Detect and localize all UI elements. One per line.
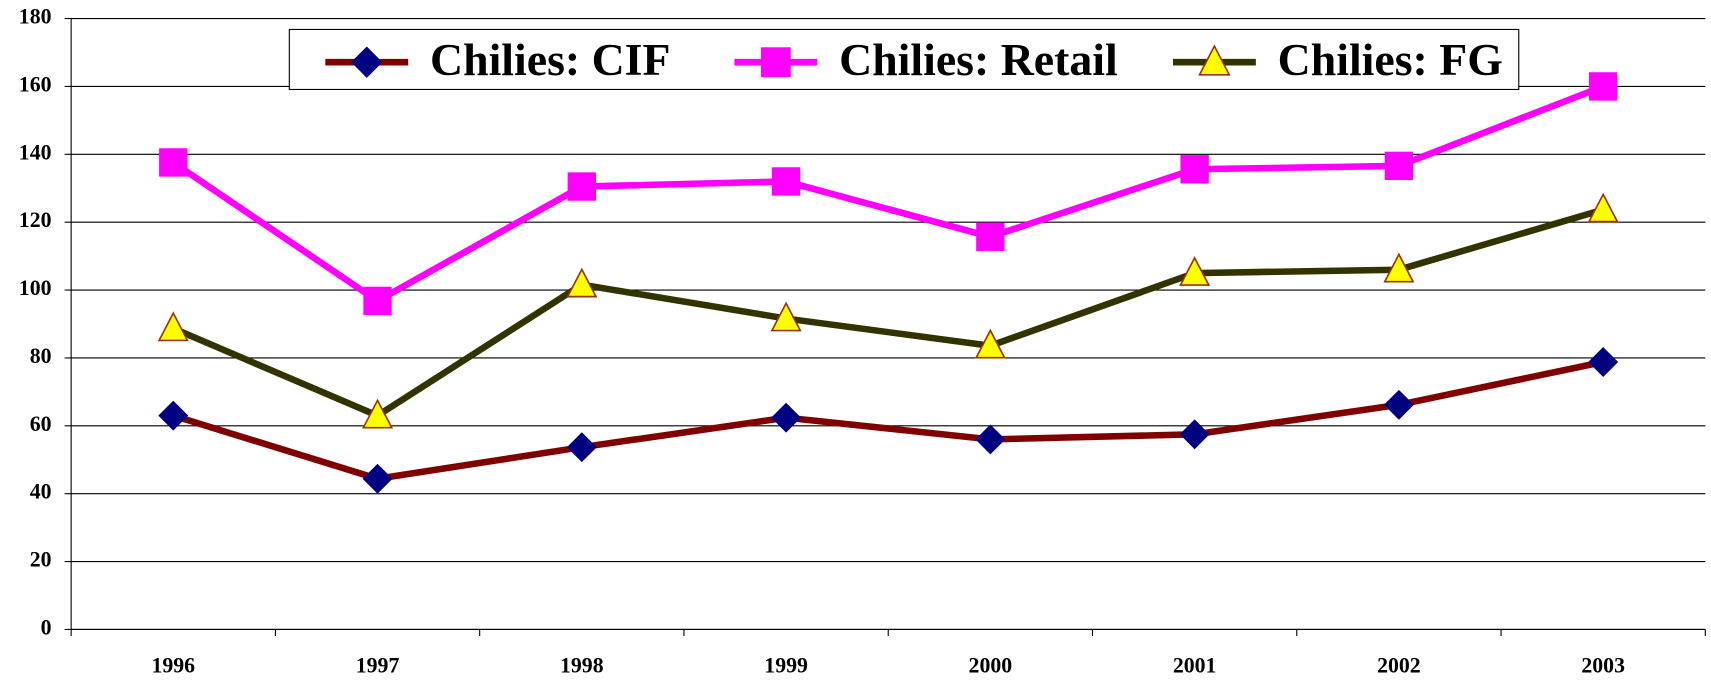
x-tick-label: 2003 xyxy=(1581,654,1625,678)
x-tick-label: 1999 xyxy=(764,654,808,678)
marker xyxy=(1589,72,1618,101)
marker xyxy=(566,267,598,298)
marker xyxy=(362,463,393,494)
marker xyxy=(1180,155,1209,184)
marker xyxy=(1383,252,1415,283)
x-tick-label: 1996 xyxy=(151,654,195,678)
marker xyxy=(1198,44,1231,76)
legend-label: Chilies: Retail xyxy=(839,34,1118,85)
line xyxy=(172,358,1604,483)
marker xyxy=(567,172,596,201)
y-tick-label: 80 xyxy=(30,344,52,368)
legend-box xyxy=(288,28,1520,90)
marker xyxy=(363,286,392,316)
y-tick-label: 40 xyxy=(30,480,52,504)
y-tick-label: 120 xyxy=(19,208,52,232)
marker xyxy=(566,432,597,463)
legend: Chilies: CIF Chilies: Retail Chilies: FG xyxy=(288,28,1520,90)
marker xyxy=(158,400,189,431)
series xyxy=(158,347,1619,494)
y-tick-label: 180 xyxy=(19,5,52,29)
marker xyxy=(1384,151,1414,181)
marker xyxy=(157,311,189,342)
y-tick-label: 140 xyxy=(19,140,52,164)
legend-label: Chilies: CIF xyxy=(430,34,670,85)
marker xyxy=(771,402,802,433)
x-tick-label: 1997 xyxy=(356,654,400,678)
x-tick-label: 2002 xyxy=(1377,654,1421,678)
marker xyxy=(1588,347,1619,377)
x-tick-label: 2000 xyxy=(969,654,1013,678)
marker xyxy=(760,47,791,78)
line xyxy=(171,206,1605,420)
marker xyxy=(976,222,1005,251)
marker xyxy=(1179,419,1210,450)
marker xyxy=(975,424,1006,455)
marker xyxy=(771,167,801,196)
marker xyxy=(1587,192,1619,223)
marker xyxy=(770,301,802,332)
series xyxy=(157,192,1619,429)
x-tick-label: 2001 xyxy=(1173,654,1217,678)
marker xyxy=(362,398,394,429)
line xyxy=(171,83,1605,305)
y-tick-label: 20 xyxy=(30,548,52,572)
y-tick-label: 0 xyxy=(41,615,52,639)
marker xyxy=(974,328,1006,359)
marker xyxy=(1179,256,1211,286)
x-tick-label: 1998 xyxy=(560,654,604,678)
y-tick-label: 100 xyxy=(19,276,52,300)
series xyxy=(159,72,1618,316)
y-tick-label: 160 xyxy=(19,72,52,96)
legend-label: Chilies: FG xyxy=(1278,34,1503,85)
marker xyxy=(351,46,383,78)
y-tick-label: 60 xyxy=(30,412,52,436)
marker xyxy=(159,148,188,177)
marker xyxy=(1383,389,1414,420)
